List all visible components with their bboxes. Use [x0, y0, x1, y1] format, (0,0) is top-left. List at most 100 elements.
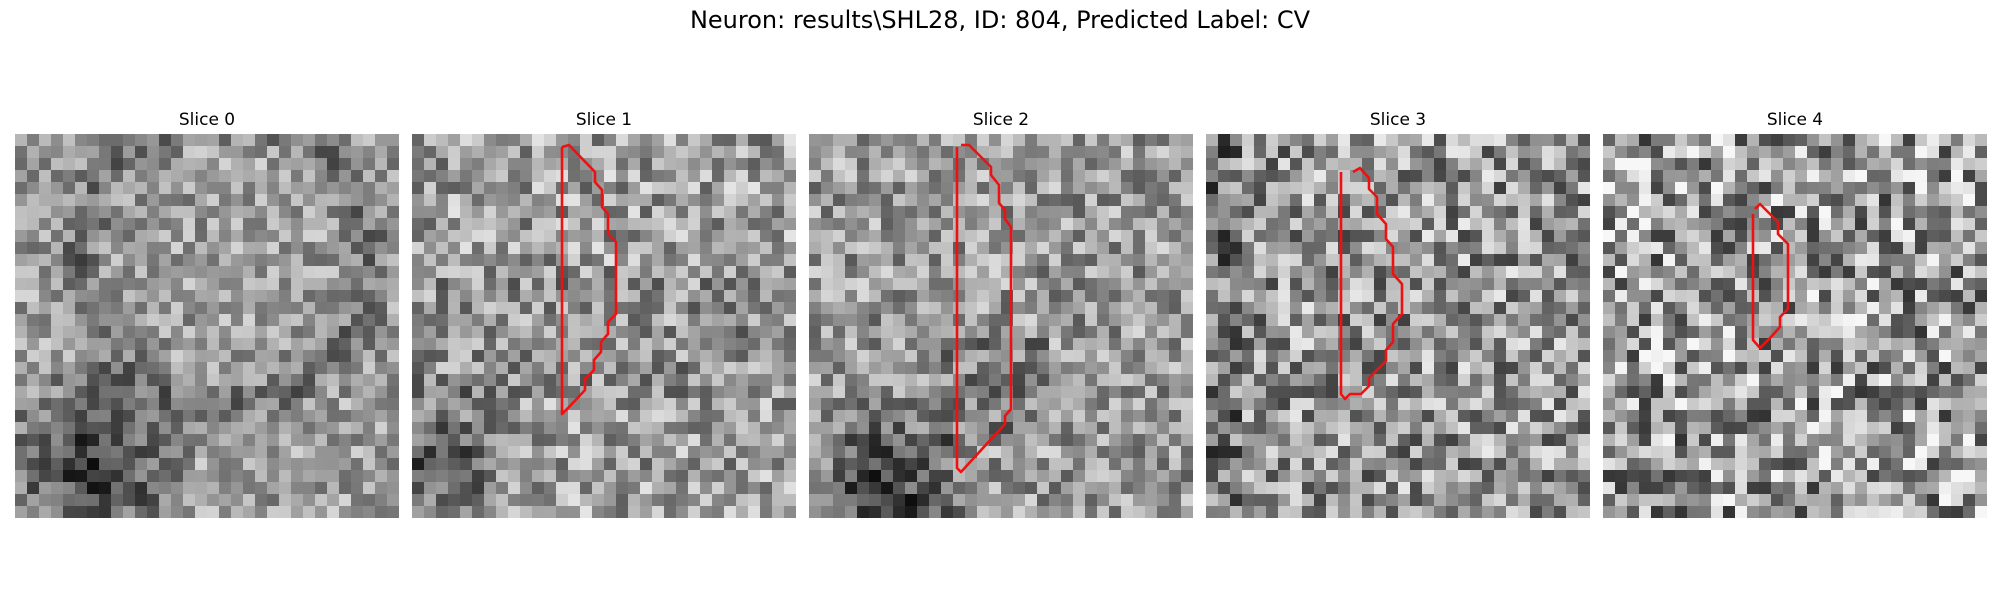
pixel-cell	[1759, 182, 1771, 194]
pixel-cell	[87, 254, 99, 266]
pixel-cell	[508, 266, 520, 278]
pixel-cell	[1037, 494, 1049, 506]
pixel-cell	[351, 242, 363, 254]
pixel-cell	[1951, 290, 1963, 302]
pixel-cell	[436, 506, 448, 518]
pixel-cell	[1639, 242, 1651, 254]
pixel-cell	[315, 134, 327, 146]
pixel-cell	[772, 206, 784, 218]
pixel-cell	[869, 506, 881, 518]
pixel-cell	[1554, 242, 1566, 254]
pixel-cell	[1807, 254, 1819, 266]
pixel-cell	[1266, 158, 1278, 170]
pixel-cell	[339, 338, 351, 350]
pixel-cell	[616, 278, 628, 290]
pixel-cell	[1049, 266, 1061, 278]
pixel-cell	[1133, 494, 1145, 506]
pixel-cell	[183, 386, 195, 398]
pixel-cell	[953, 290, 965, 302]
pixel-cell	[1133, 482, 1145, 494]
pixel-cell	[1254, 482, 1266, 494]
pixel-cell	[267, 314, 279, 326]
pixel-cell	[436, 470, 448, 482]
pixel-cell	[1314, 326, 1326, 338]
pixel-cell	[1109, 482, 1121, 494]
pixel-cell	[881, 254, 893, 266]
pixel-cell	[412, 146, 424, 158]
pixel-cell	[1434, 230, 1446, 242]
pixel-cell	[1795, 206, 1807, 218]
pixel-cell	[905, 206, 917, 218]
pixel-cell	[448, 278, 460, 290]
pixel-cell	[1578, 242, 1590, 254]
pixel-cell	[1278, 206, 1290, 218]
pixel-cell	[556, 134, 568, 146]
pixel-cell	[1663, 410, 1675, 422]
pixel-cell	[1879, 146, 1891, 158]
pixel-cell	[893, 434, 905, 446]
pixel-cell	[1831, 134, 1843, 146]
pixel-cell	[580, 362, 592, 374]
pixel-cell	[1073, 158, 1085, 170]
pixel-cell	[472, 494, 484, 506]
pixel-cell	[724, 266, 736, 278]
pixel-cell	[387, 458, 399, 470]
pixel-cell	[1759, 230, 1771, 242]
pixel-cell	[736, 362, 748, 374]
pixel-cell	[1975, 302, 1987, 314]
pixel-cell	[1939, 410, 1951, 422]
pixel-cell	[1711, 290, 1723, 302]
pixel-cell	[1494, 278, 1506, 290]
pixel-cell	[315, 410, 327, 422]
pixel-cell	[1927, 410, 1939, 422]
pixel-cell	[664, 482, 676, 494]
pixel-cell	[159, 458, 171, 470]
pixel-cell	[255, 242, 267, 254]
pixel-cell	[1037, 158, 1049, 170]
pixel-cell	[1446, 242, 1458, 254]
pixel-cell	[1939, 206, 1951, 218]
pixel-cell	[857, 410, 869, 422]
pixel-cell	[87, 206, 99, 218]
pixel-cell	[1085, 254, 1097, 266]
pixel-cell	[1410, 314, 1422, 326]
pixel-cell	[255, 482, 267, 494]
pixel-cell	[965, 230, 977, 242]
pixel-cell	[688, 182, 700, 194]
pixel-cell	[821, 470, 833, 482]
pixel-cell	[1206, 398, 1218, 410]
pixel-cell	[748, 446, 760, 458]
pixel-cell	[1939, 146, 1951, 158]
pixel-cell	[87, 494, 99, 506]
pixel-cell	[568, 494, 580, 506]
pixel-cell	[1169, 194, 1181, 206]
pixel-cell	[869, 278, 881, 290]
pixel-cell	[183, 182, 195, 194]
pixel-cell	[652, 194, 664, 206]
pixel-cell	[387, 446, 399, 458]
pixel-cell	[207, 338, 219, 350]
pixel-cell	[1025, 506, 1037, 518]
pixel-cell	[327, 350, 339, 362]
pixel-cell	[267, 218, 279, 230]
pixel-cell	[664, 338, 676, 350]
pixel-cell	[640, 326, 652, 338]
pixel-cell	[375, 266, 387, 278]
pixel-cell	[1723, 206, 1735, 218]
pixel-cell	[315, 350, 327, 362]
pixel-cell	[1266, 146, 1278, 158]
pixel-cell	[1879, 326, 1891, 338]
pixel-cell	[1506, 278, 1518, 290]
pixel-cell	[1314, 422, 1326, 434]
pixel-cell	[1073, 506, 1085, 518]
pixel-cell	[375, 506, 387, 518]
pixel-cell	[147, 422, 159, 434]
pixel-cell	[375, 242, 387, 254]
pixel-cell	[460, 146, 472, 158]
pixel-cell	[1206, 458, 1218, 470]
pixel-cell	[1963, 362, 1975, 374]
pixel-cell	[1097, 254, 1109, 266]
pixel-cell	[544, 206, 556, 218]
pixel-cell	[941, 206, 953, 218]
pixel-cell	[472, 506, 484, 518]
